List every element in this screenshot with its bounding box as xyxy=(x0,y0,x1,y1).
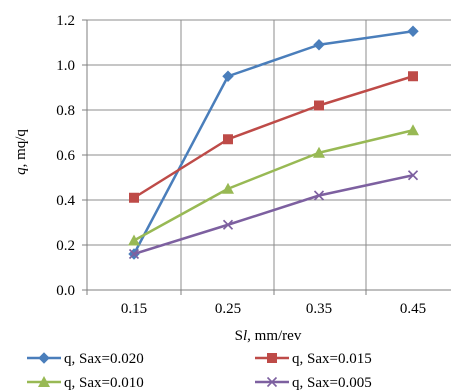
legend-label: q, Sax=0.010 xyxy=(64,375,144,391)
x-axis-title: Sl, mm/rev xyxy=(235,328,302,344)
series-3 xyxy=(128,124,419,246)
y-tick-label: 0.0 xyxy=(56,283,75,299)
y-tick-label: 0.2 xyxy=(56,238,75,254)
y-tick-label: 1.2 xyxy=(56,13,75,29)
data-point xyxy=(407,124,419,136)
legend-label: q, Sax=0.015 xyxy=(292,351,372,367)
series-line xyxy=(133,174,414,256)
y-tick-label: 1.0 xyxy=(56,58,75,74)
series-4 xyxy=(128,170,419,260)
legend-item: q, Sax=0.010 xyxy=(27,375,144,391)
data-point xyxy=(128,234,140,246)
legend-marker xyxy=(266,376,278,388)
data-point xyxy=(313,146,325,158)
data-point xyxy=(223,134,233,145)
legend-marker xyxy=(267,353,277,363)
legend: q, Sax=0.020 q, Sax=0.015 q, Sax=0.010 q, S… xyxy=(27,351,372,391)
data-point xyxy=(313,190,325,201)
y-tick-label: 0.4 xyxy=(56,193,75,209)
legend-marker xyxy=(38,352,50,364)
x-tick-label: 0.25 xyxy=(215,301,241,317)
data-point xyxy=(128,248,140,260)
series-group xyxy=(128,25,419,260)
x-tick-label: 0.35 xyxy=(306,301,332,317)
data-point xyxy=(407,25,419,37)
y-tick-label: 0.6 xyxy=(56,148,75,164)
series-line xyxy=(133,75,414,199)
axes xyxy=(82,19,451,295)
legend-item: q, Sax=0.015 xyxy=(255,351,372,367)
series-line xyxy=(133,129,414,242)
y-tick-label: 0.8 xyxy=(56,103,75,119)
x-tick-labels: 0.15 0.25 0.35 0.45 xyxy=(121,301,426,317)
legend-item: q, Sax=0.020 xyxy=(27,351,144,367)
data-point xyxy=(408,71,418,82)
data-point xyxy=(222,182,234,194)
x-tick-label: 0.45 xyxy=(400,301,426,317)
data-point xyxy=(407,170,419,181)
series-line xyxy=(132,30,414,255)
data-point xyxy=(313,39,325,51)
x-tick-label: 0.15 xyxy=(121,301,147,317)
data-point xyxy=(222,70,234,82)
grid xyxy=(87,19,451,290)
data-point xyxy=(222,219,234,230)
legend-label: q, Sax=0.020 xyxy=(64,351,144,367)
data-point xyxy=(314,100,324,111)
legend-marker xyxy=(38,376,50,387)
legend-item: q, Sax=0.005 xyxy=(255,375,372,391)
data-point xyxy=(129,192,139,203)
legend-label: q, Sax=0.005 xyxy=(292,375,372,391)
y-tick-labels: 0.0 0.2 0.4 0.6 0.8 1.0 1.2 xyxy=(56,13,75,299)
series-2 xyxy=(129,71,418,203)
y-axis-title: q, mq/q xyxy=(13,129,29,175)
